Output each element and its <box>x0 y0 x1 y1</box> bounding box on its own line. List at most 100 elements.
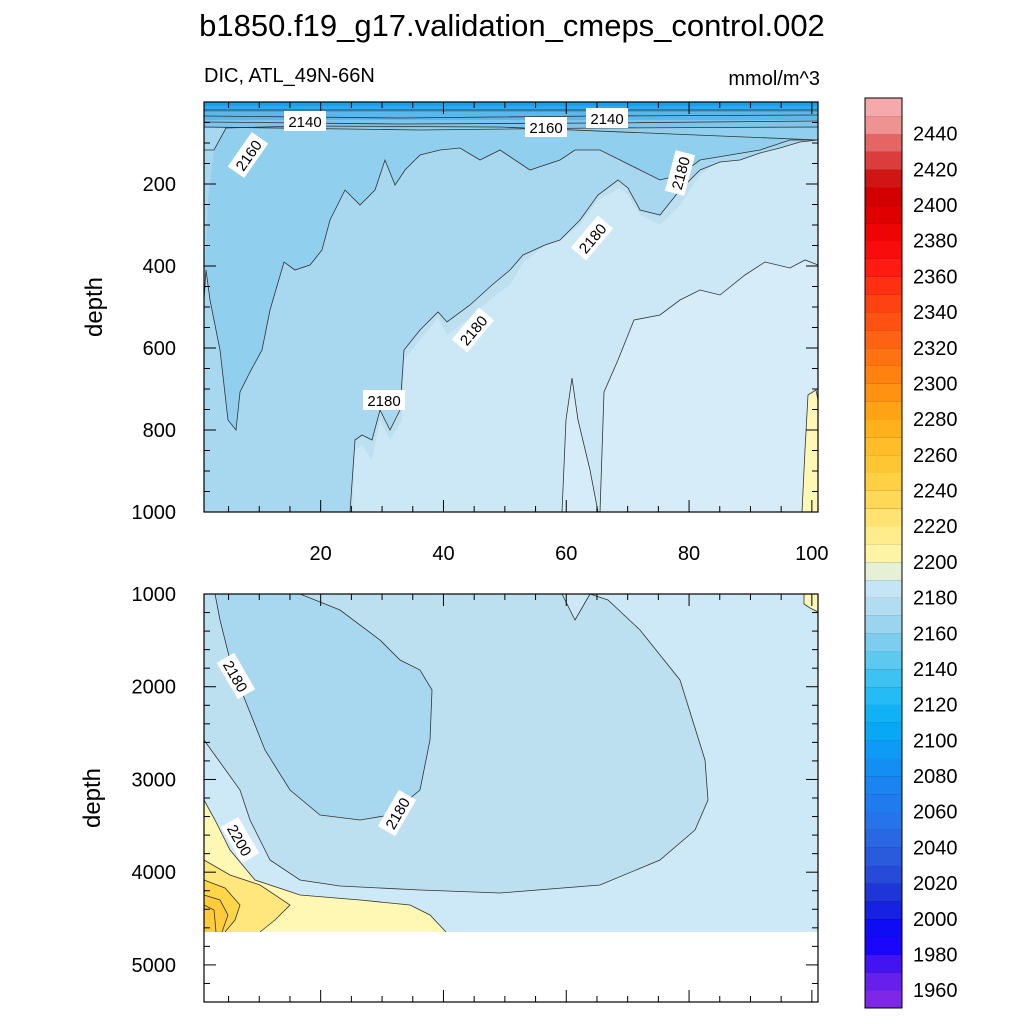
colorbar-bin <box>865 776 902 795</box>
contour-label-text: 2180 <box>367 393 400 410</box>
axis-tick-labels: 20 40 60 80 100 200 400 600 800 1000 1000 2000 3000 4… <box>132 174 829 977</box>
colorbar-label: 2340 <box>913 302 958 324</box>
colorbar-label: 2100 <box>913 730 958 752</box>
colorbar-bin <box>865 704 902 723</box>
colorbar-label: 2280 <box>913 409 958 431</box>
colorbar-label: 2000 <box>913 909 958 931</box>
contour-label: 2140 <box>586 108 628 128</box>
colorbar-bin <box>865 972 902 991</box>
upper-field-2160 <box>204 126 818 512</box>
upper-field-2200 <box>802 390 818 512</box>
contour-label-bg <box>220 816 260 864</box>
colorbar-label: 2120 <box>913 695 958 717</box>
colorbar-bin <box>865 597 902 616</box>
colorbar-label: 2080 <box>913 766 958 788</box>
colorbar-bin <box>865 633 902 652</box>
colorbar-label: 2220 <box>913 516 958 538</box>
colorbar-label: 2300 <box>913 373 958 395</box>
colorbar-label: 2060 <box>913 802 958 824</box>
axis-ticks <box>204 102 818 1003</box>
colorbar-bin <box>865 133 902 152</box>
contour-label-text: 2160 <box>529 120 562 137</box>
colorbar-label: 2240 <box>913 481 958 503</box>
colorbar-bin <box>865 811 902 830</box>
contour-label-bg <box>363 390 405 410</box>
colorbar-label: 2040 <box>913 837 958 859</box>
x-tick-label: 60 <box>555 543 577 565</box>
upper-ylabel: depth <box>81 277 108 337</box>
colorbar-bin <box>865 115 902 134</box>
colorbar-label: 2160 <box>913 623 958 645</box>
colorbar-bin <box>865 472 902 491</box>
contour-label: 2160 <box>525 117 567 137</box>
colorbar-bin <box>865 151 902 170</box>
lower-ylabel: depth <box>79 768 106 828</box>
colorbar-labels: 2440 2420 2400 2380 2360 2340 2320 2300 2280 2260… <box>913 124 958 1002</box>
colorbar-bin <box>865 454 902 474</box>
contour-label-bg <box>586 108 628 128</box>
contour-label: 2180 <box>363 390 405 410</box>
colorbar-bin <box>865 437 902 456</box>
contour-label-bg <box>216 652 256 700</box>
colorbar-label: 2380 <box>913 231 958 253</box>
colorbar-bin <box>865 347 902 366</box>
y-tick-label: 1000 <box>132 502 177 524</box>
colorbar-label: 2200 <box>913 552 958 574</box>
colorbar-bin <box>865 169 902 188</box>
contour-label: 2180 <box>664 150 696 196</box>
colorbar-bin <box>865 883 902 902</box>
chart-subtitle: DIC, ATL_49N-66N <box>204 65 375 87</box>
colorbar-bin <box>865 187 902 206</box>
colorbar-bin <box>865 615 902 634</box>
contour-labels: 2140216021402160218021802180218021802180… <box>216 108 696 864</box>
colorbar-bin <box>865 205 902 224</box>
colorbar <box>864 97 903 1009</box>
y-tick-label: 600 <box>143 338 176 360</box>
colorbar-bin <box>865 686 902 705</box>
colorbar-bin <box>865 936 902 955</box>
colorbar-bin <box>865 918 902 937</box>
colorbar-bin <box>865 222 902 242</box>
contour-label-text: 2140 <box>288 114 321 131</box>
x-tick-label: 80 <box>678 543 700 565</box>
upper-surface-layer-3 <box>204 102 818 112</box>
chart-title: b1850.f19_g17.validation_cmeps_control.0… <box>199 8 825 43</box>
colorbar-bin <box>865 329 902 349</box>
x-tick-label: 40 <box>432 543 454 565</box>
contour-label-bg <box>451 307 495 353</box>
colorbar-label: 2020 <box>913 873 958 895</box>
y-tick-label: 3000 <box>132 769 177 791</box>
colorbar-bin <box>865 419 902 438</box>
colorbar-bin <box>865 990 902 1009</box>
colorbar-bin <box>865 544 902 563</box>
y-tick-label: 800 <box>143 420 176 442</box>
colorbar-bin <box>865 383 902 402</box>
contour-label-text: 2140 <box>590 111 623 128</box>
upper-panel <box>203 102 819 513</box>
colorbar-bin <box>865 526 902 545</box>
contour-label-bg <box>227 132 269 178</box>
colorbar-bin <box>865 758 902 777</box>
x-tick-label: 100 <box>795 543 828 565</box>
colorbar-label: 2140 <box>913 659 958 681</box>
colorbar-label: 2180 <box>913 588 958 610</box>
contour-label-bg <box>664 150 696 196</box>
y-tick-label: 2000 <box>132 677 177 699</box>
colorbar-bin <box>865 722 902 741</box>
upper-surface-layer-4 <box>204 102 818 106</box>
y-tick-label: 200 <box>143 174 176 196</box>
colorbar-bin <box>865 490 902 509</box>
colorbar-bin <box>865 793 902 813</box>
upper-field-2190 <box>562 378 598 512</box>
colorbar-label: 2440 <box>913 124 958 146</box>
colorbar-bin <box>865 900 902 920</box>
colorbar-label: 2320 <box>913 338 958 360</box>
colorbar-bin <box>865 401 902 420</box>
colorbar-bin <box>865 240 902 259</box>
lower-field-2170 <box>215 594 432 820</box>
colorbar-bin <box>865 740 902 759</box>
colorbar-bin <box>865 98 902 117</box>
y-tick-label: 5000 <box>132 955 177 977</box>
colorbar-frame <box>864 97 903 1009</box>
